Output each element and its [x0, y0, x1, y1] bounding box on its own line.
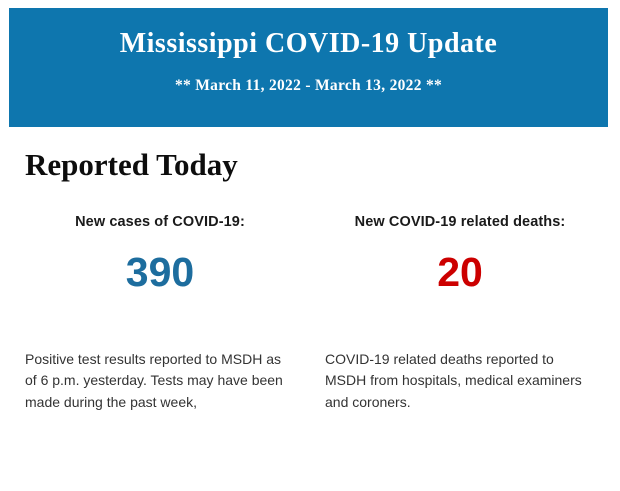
date-range-subtitle: ** March 11, 2022 - March 13, 2022 **: [174, 76, 443, 94]
stat-card-new-cases: New cases of COVID-19: 390 Positive test…: [25, 214, 295, 414]
new-deaths-label: New COVID-19 related deaths:: [354, 213, 566, 230]
new-cases-label: New cases of COVID-19:: [75, 213, 245, 230]
stats-grid: New cases of COVID-19: 390 Positive test…: [25, 214, 595, 414]
new-deaths-value: 20: [437, 248, 483, 295]
new-deaths-description: COVID-19 related deaths reported to MSDH…: [325, 350, 582, 411]
new-cases-description: Positive test results reported to MSDH a…: [25, 350, 283, 411]
newsletter-header: Mississippi COVID-19 Update ** March 11,…: [9, 8, 608, 127]
new-cases-value: 390: [125, 248, 195, 295]
stat-card-new-deaths: New COVID-19 related deaths: 20 COVID-19…: [325, 214, 595, 414]
page-title: Mississippi COVID-19 Update: [119, 28, 498, 59]
report-content: Reported Today New cases of COVID-19: 39…: [0, 147, 620, 414]
section-heading: Reported Today: [25, 147, 238, 182]
